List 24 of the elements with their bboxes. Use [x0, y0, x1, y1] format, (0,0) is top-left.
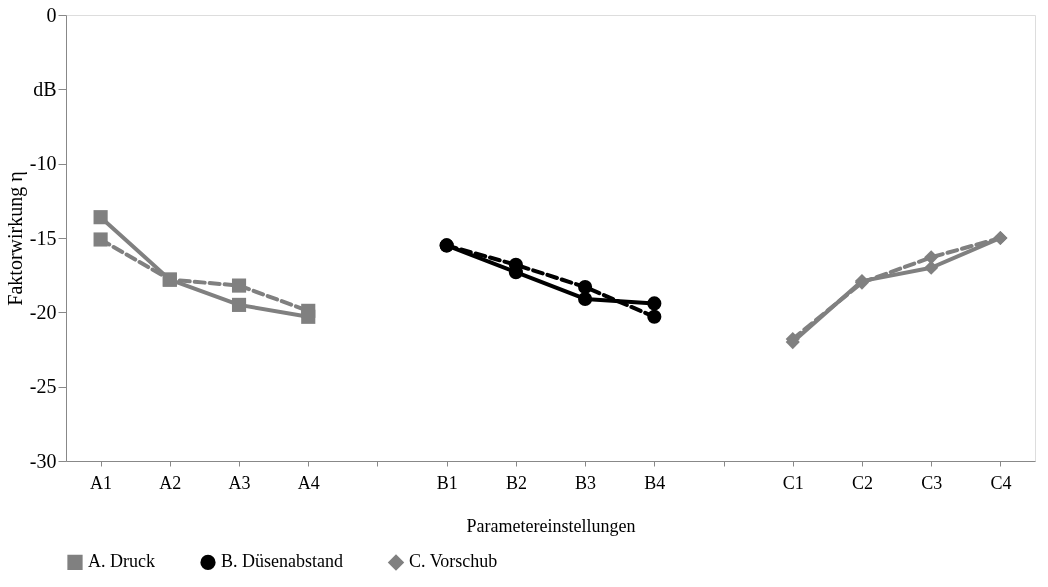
x-tick-label: B3: [575, 472, 597, 493]
x-tick-label: C3: [921, 472, 943, 493]
x-axis-title: Parametereinstellungen: [466, 515, 636, 536]
legend-label: B. Düsenabstand: [221, 551, 343, 572]
y-tick-label: -15: [29, 226, 57, 249]
y-tick-label: -30: [29, 449, 57, 472]
x-tick-label: B2: [505, 472, 527, 493]
x-tick-label: A1: [90, 472, 113, 493]
x-tick-label: A3: [228, 472, 251, 493]
x-tick-label: A2: [159, 472, 182, 493]
y-tick-label: -20: [29, 300, 57, 323]
y-tick-label: dB: [33, 77, 57, 100]
legend-label: A. Druck: [88, 551, 155, 572]
y-tick-label: -25: [29, 375, 57, 398]
x-tick-label: C4: [990, 472, 1012, 493]
legend-label: C. Vorschub: [409, 551, 498, 572]
x-tick-label: B4: [644, 472, 666, 493]
x-tick-label: C2: [851, 472, 873, 493]
x-tick-label: A4: [297, 472, 320, 493]
x-tick-label: B1: [436, 472, 458, 493]
y-tick-label: -10: [29, 152, 57, 175]
x-tick-label: C1: [782, 472, 804, 493]
y-axis-title: Faktorwirkung η: [3, 171, 27, 306]
y-tick-label: 0: [46, 3, 57, 26]
